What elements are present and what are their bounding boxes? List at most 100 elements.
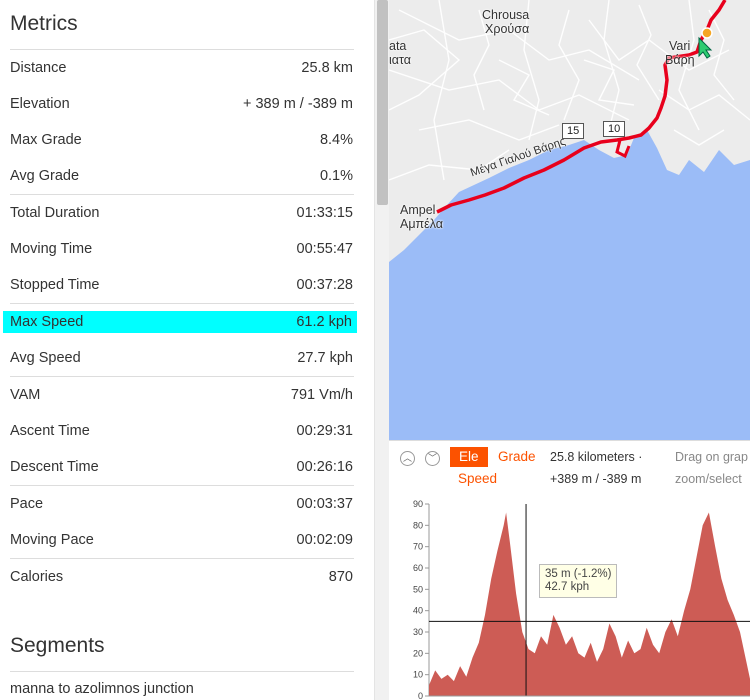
scrollbar[interactable] — [374, 0, 389, 700]
metric-row-moving-time: Moving Time 00:55:47 — [0, 235, 358, 263]
y-tick-label: 60 — [413, 563, 423, 573]
metric-label: Descent Time — [10, 459, 99, 475]
metric-value: 00:26:16 — [296, 459, 353, 475]
divider — [10, 194, 354, 195]
metrics-panel: Metrics Distance 25.8 km Elevation + 389… — [0, 0, 374, 700]
y-tick-label: 50 — [413, 584, 423, 594]
map[interactable]: Chrousa Χρούσα Vari Βάρη ata ιατα Ampel … — [389, 0, 750, 440]
elevation-area — [429, 512, 750, 696]
divider — [10, 671, 354, 672]
y-tick-label: 70 — [413, 542, 423, 552]
y-tick-label: 80 — [413, 520, 423, 530]
metric-value: 00:29:31 — [296, 423, 353, 439]
metric-value: + 389 m / -389 m — [242, 96, 353, 112]
street-network — [389, 0, 750, 181]
metric-label: Pace — [10, 496, 44, 512]
chevron-up-icon[interactable]: ︿ — [400, 451, 415, 466]
metric-label: Avg Grade — [10, 168, 80, 184]
km-marker-10: 10 — [603, 121, 626, 137]
metric-label: Elevation — [10, 96, 70, 112]
place-label-chrousa: Chrousa — [482, 8, 530, 22]
tooltip-elevation: 35 m (-1.2%) — [545, 568, 612, 580]
segment-link[interactable]: manna to azolimnos junction — [10, 681, 194, 697]
metric-label: Distance — [10, 60, 67, 76]
metric-value: 870 — [328, 569, 353, 585]
metric-row-max-speed: Max Speed 61.2 kph — [3, 311, 357, 333]
metric-row-elevation: Elevation + 389 m / -389 m — [0, 90, 358, 118]
divider — [10, 558, 354, 559]
place-label-ampelia-greek: Αμπέλα — [400, 217, 444, 231]
divider — [10, 485, 354, 486]
route-spur — [615, 139, 631, 159]
metric-value: 791 Vm/h — [290, 387, 353, 403]
y-tick-label: 40 — [413, 606, 423, 616]
divider — [10, 376, 354, 377]
metric-value: 00:03:37 — [296, 496, 353, 512]
km-marker-15: 15 — [562, 123, 585, 139]
metrics-title: Metrics — [10, 12, 78, 35]
metric-row-calories: Calories 870 — [0, 563, 358, 591]
mouse-cursor-icon — [698, 36, 713, 59]
tooltip-speed: 42.7 kph — [545, 581, 590, 593]
metric-label: VAM — [10, 387, 41, 403]
metric-row-descent-time: Descent Time 00:26:16 — [0, 453, 358, 481]
place-label-ampelia: Ampel — [400, 203, 436, 217]
metric-row-stopped-time: Stopped Time 00:37:28 — [0, 271, 358, 299]
divider — [10, 49, 354, 50]
metric-row-max-grade: Max Grade 8.4% — [0, 126, 358, 154]
place-label-vari-greek: Βάρη — [665, 53, 695, 67]
metric-row-ascent-time: Ascent Time 00:29:31 — [0, 417, 358, 445]
metric-value: 01:33:15 — [296, 205, 353, 221]
elevation-chart[interactable]: 0 10 20 30 40 50 60 70 80 90 — [389, 496, 750, 700]
chart-tooltip: 35 m (-1.2%) 42.7 kph — [539, 564, 618, 598]
metric-label: Calories — [10, 569, 64, 585]
metric-row-avg-speed: Avg Speed 27.7 kph — [0, 344, 358, 372]
y-tick-label: 0 — [418, 691, 423, 700]
place-label-chrousa-greek: Χρούσα — [485, 22, 530, 36]
place-label-ata: ata — [389, 39, 407, 53]
metric-label: Stopped Time — [10, 277, 100, 293]
metric-label: Moving Pace — [10, 532, 94, 548]
y-tick-label: 90 — [413, 499, 423, 509]
hint-zoom: zoom/select — [675, 472, 742, 486]
segments-title: Segments — [10, 634, 105, 657]
tab-speed[interactable]: Speed — [458, 471, 498, 486]
map-canvas[interactable] — [389, 0, 750, 440]
summary-elevation: +389 m / -389 m — [550, 472, 642, 486]
metric-row-total-duration: Total Duration 01:33:15 — [0, 199, 358, 227]
tab-ele[interactable]: Ele — [450, 447, 488, 467]
metric-label: Moving Time — [10, 241, 93, 257]
metric-label: Max Speed — [10, 314, 84, 330]
y-tick-label: 30 — [413, 627, 423, 637]
y-tick-label: 20 — [413, 648, 423, 658]
metric-value: 8.4% — [319, 132, 353, 148]
metric-value: 00:02:09 — [296, 532, 353, 548]
metric-row-distance: Distance 25.8 km — [0, 54, 358, 82]
summary-distance: 25.8 kilometers · — [550, 450, 643, 464]
metric-value: 0.1% — [319, 168, 353, 184]
metric-value: 61.2 kph — [296, 314, 352, 330]
chevron-down-icon[interactable]: ﹀ — [425, 451, 440, 466]
metric-row-moving-pace: Moving Pace 00:02:09 — [0, 526, 358, 554]
y-tick-label: 10 — [413, 670, 423, 680]
hint-drag: Drag on grap — [675, 450, 748, 464]
current-position-marker — [701, 27, 713, 39]
tab-grade[interactable]: Grade — [498, 449, 536, 464]
metric-row-vam: VAM 791 Vm/h — [0, 381, 358, 409]
metric-label: Ascent Time — [10, 423, 90, 439]
metric-value: 00:55:47 — [296, 241, 353, 257]
metric-value: 25.8 km — [301, 60, 353, 76]
metric-label: Avg Speed — [10, 350, 81, 366]
metric-row-avg-grade: Avg Grade 0.1% — [0, 162, 358, 190]
divider — [10, 303, 354, 304]
metric-label: Total Duration — [10, 205, 100, 221]
y-axis: 0 10 20 30 40 50 60 70 80 90 — [413, 499, 430, 700]
metric-value: 00:37:28 — [296, 277, 353, 293]
metric-label: Max Grade — [10, 132, 82, 148]
metric-row-pace: Pace 00:03:37 — [0, 490, 358, 518]
place-label-vari: Vari — [669, 39, 691, 53]
scrollbar-thumb[interactable] — [377, 0, 388, 205]
elevation-widget: ︿ ﹀ Ele Grade Speed 25.8 kilometers · +3… — [389, 440, 750, 700]
metric-value: 27.7 kph — [297, 350, 353, 366]
place-label-iata: ιατα — [389, 53, 411, 67]
